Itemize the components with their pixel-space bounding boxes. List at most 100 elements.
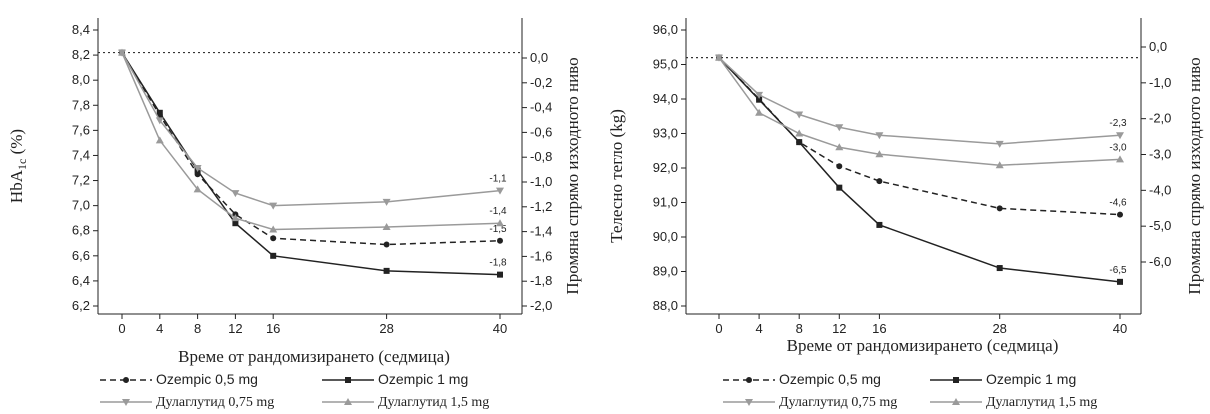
y2-tick-label: -1,0: [530, 174, 552, 189]
y2-axis-title: Промяна спрямо изходното ниво: [1185, 57, 1204, 294]
y-axis-title: HbA1c (%): [7, 129, 29, 203]
data-point: [876, 178, 883, 185]
data-point: [835, 124, 844, 132]
y-tick-label: 92,0: [653, 160, 678, 175]
legend-label: Ozempic 0,5 mg: [779, 371, 881, 387]
data-point: [996, 265, 1003, 272]
data-point: [995, 140, 1004, 148]
data-point: [876, 221, 883, 228]
series-1: -1,5: [119, 49, 507, 248]
data-point: [193, 185, 202, 193]
data-point: [156, 109, 163, 116]
legend-label: Ozempic 0,5 mg: [156, 371, 258, 387]
y-axis-title: Телесно тегло (kg): [607, 109, 626, 243]
end-value-label: -2,3: [1109, 118, 1127, 129]
y-tick-label: 8,0: [72, 72, 90, 87]
data-point: [193, 165, 202, 172]
end-value-label: -1,1: [489, 174, 507, 185]
x-tick-label: 4: [755, 321, 762, 336]
data-point: [383, 267, 390, 274]
y2-tick-label: -0,8: [530, 149, 552, 164]
data-point: [715, 53, 723, 61]
legend-label: Дулаглутид 1,5 mg: [986, 395, 1097, 410]
data-point: [1117, 211, 1123, 218]
y2-tick-label: -1,6: [530, 248, 552, 263]
data-point: [497, 271, 503, 278]
x-tick-label: 12: [832, 321, 846, 336]
series-line: [121, 52, 501, 276]
y-tick-label: 96,0: [653, 22, 678, 37]
data-point: [232, 220, 239, 227]
x-tick-label: 0: [118, 321, 125, 336]
y2-tick-label: -1,0: [1149, 75, 1171, 90]
data-point: [836, 184, 843, 191]
series-line: [718, 57, 1121, 166]
legend-item: Ozempic 0,5 mg: [723, 371, 881, 387]
series-2: -1,8: [119, 49, 507, 278]
data-point: [875, 150, 884, 158]
y2-tick-label: -5,0: [1149, 218, 1171, 233]
legend-item: Дулаглутид 0,75 mg: [100, 395, 274, 410]
data-point: [756, 96, 763, 103]
legend-label: Дулаглутид 0,75 mg: [779, 395, 897, 410]
legend-item: Ozempic 1 mg: [930, 371, 1076, 387]
series-3: -2,3: [715, 54, 1127, 148]
y-tick-label: 7,0: [72, 198, 90, 213]
series-4: -1,4: [118, 48, 507, 233]
data-point: [269, 225, 278, 233]
data-point: [382, 198, 391, 206]
legend-marker: [345, 377, 351, 383]
legend-item: Дулаглутид 1,5 mg: [322, 395, 489, 410]
data-point: [995, 161, 1004, 169]
data-point: [270, 252, 277, 259]
y2-tick-label: 0,0: [530, 50, 548, 65]
data-point: [270, 235, 277, 242]
y2-tick-label: -4,0: [1149, 182, 1171, 197]
y-tick-label: 8,2: [72, 47, 90, 62]
y-tick-label: 8,4: [72, 22, 90, 37]
legend-label: Ozempic 1 mg: [378, 371, 468, 387]
legend-marker: [745, 399, 753, 406]
data-point: [383, 241, 390, 248]
data-point: [996, 205, 1003, 212]
data-point: [1116, 155, 1124, 163]
y2-axis-title: Промяна спрямо изходното ниво: [563, 57, 582, 294]
y-tick-label: 95,0: [653, 57, 678, 72]
y2-tick-label: -0,4: [530, 100, 552, 115]
y-tick-label: 6,8: [72, 223, 90, 238]
legend-marker: [344, 398, 352, 405]
y-tick-label: 6,2: [72, 298, 90, 313]
end-value-label: -1,8: [489, 258, 507, 269]
y-tick-label: 88,0: [653, 298, 678, 313]
chart-1: 6,2 6,4 6,6 6,8 7,0 7,2 7,4 7,6 7,8 8,0 8,2 8,4 0 4 8 1…: [7, 18, 582, 410]
y-tick-label: 7,6: [72, 122, 90, 137]
y2-tick-label: -1,8: [530, 273, 552, 288]
y2-tick-label: -2,0: [1149, 111, 1171, 126]
data-point: [1117, 278, 1123, 285]
data-point: [796, 139, 803, 146]
data-point: [1116, 132, 1124, 140]
series-4: -3,0: [715, 53, 1127, 169]
x-tick-label: 16: [872, 321, 886, 336]
data-point: [496, 187, 504, 195]
x-tick-label: 8: [796, 321, 803, 336]
series-2: -6,5: [716, 54, 1127, 285]
end-value-label: -3,0: [1109, 142, 1127, 153]
chart-2: 88,0 89,0 90,0 91,0 92,0 93,0 94,0 95,0 96,0 0 4 8 1…: [607, 18, 1204, 410]
data-point: [118, 48, 126, 56]
x-tick-label: 28: [379, 321, 393, 336]
legend: Ozempic 0,5 mg Ozempic 1 mg Дулаглутид 0,7…: [723, 371, 1097, 410]
series-line: [121, 52, 501, 246]
y2-tick-label: -0,6: [530, 124, 552, 139]
data-point: [231, 214, 240, 222]
legend-item: Дулаглутид 1,5 mg: [930, 395, 1097, 410]
x-tick-label: 28: [992, 321, 1006, 336]
y-tick-label: 7,4: [72, 147, 90, 162]
data-point: [755, 108, 764, 116]
x-tick-label: 40: [493, 321, 507, 336]
x-tick-label: 12: [228, 321, 242, 336]
end-value-label: -1,5: [489, 224, 507, 235]
y2-tick-label: -0,2: [530, 75, 552, 90]
legend-marker: [746, 377, 752, 383]
legend-item: Ozempic 1 mg: [322, 371, 468, 387]
